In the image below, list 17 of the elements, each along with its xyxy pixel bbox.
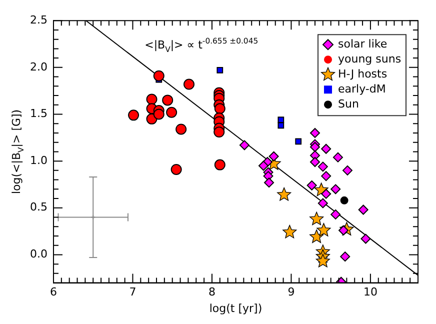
x-tick-label: 8	[208, 285, 216, 298]
x-tick-label: 10	[363, 285, 378, 298]
y-tick-label: 2.5	[30, 13, 48, 26]
x-tick-label: 9	[288, 285, 295, 298]
legend-label: solar like	[338, 37, 388, 50]
x-axis-title: log(t [yr])	[209, 302, 262, 315]
legend-label: H-J hosts	[338, 67, 388, 80]
y-tick-label: 1.0	[30, 154, 48, 167]
y-tick-label: 2.0	[30, 60, 48, 74]
y-tick-label: 1.5	[30, 107, 48, 120]
y-tick-label: 0.0	[30, 248, 48, 261]
legend-label: Sun	[338, 97, 359, 110]
y-tick-label: 0.5	[30, 200, 48, 214]
x-tick-label: 7	[129, 285, 136, 298]
legend-label: early-dM	[338, 82, 386, 96]
legend-label: young suns	[338, 52, 402, 66]
x-tick-label: 6	[50, 285, 57, 298]
